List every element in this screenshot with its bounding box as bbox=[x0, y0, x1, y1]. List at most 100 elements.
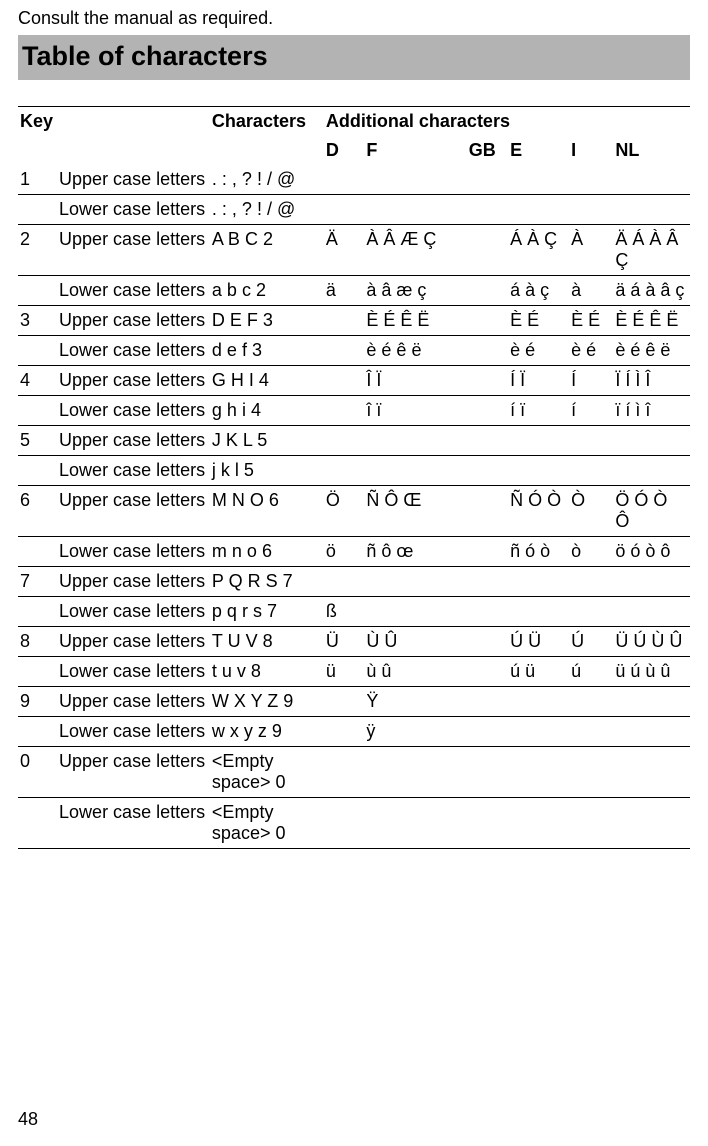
cell-case: Lower case letters bbox=[57, 597, 210, 627]
page-number: 48 bbox=[18, 1109, 38, 1130]
cell-NL: È É Ê Ë bbox=[613, 306, 690, 336]
cell-E bbox=[508, 687, 569, 717]
cell-key bbox=[18, 396, 57, 426]
cell-I bbox=[569, 165, 613, 195]
cell-E: È É bbox=[508, 306, 569, 336]
table-row: 6Upper case lettersM N O 6ÖÑ Ô ŒÑ Ó ÒÒÖ … bbox=[18, 486, 690, 537]
table-row: Lower case letters<Empty space> 0 bbox=[18, 798, 690, 849]
cell-E: ú ü bbox=[508, 657, 569, 687]
cell-chars: <Empty space> 0 bbox=[210, 798, 324, 849]
cell-I bbox=[569, 195, 613, 225]
cell-chars: J K L 5 bbox=[210, 426, 324, 456]
table-row: 9Upper case lettersW X Y Z 9Ÿ bbox=[18, 687, 690, 717]
cell-NL bbox=[613, 456, 690, 486]
cell-GB bbox=[467, 657, 508, 687]
table-row: Lower case letters. : , ? ! / @ bbox=[18, 195, 690, 225]
table-body: 1Upper case letters. : , ? ! / @Lower ca… bbox=[18, 165, 690, 849]
cell-F: ñ ô œ bbox=[364, 537, 466, 567]
col-D-header: D bbox=[324, 136, 365, 165]
cell-case: Lower case letters bbox=[57, 396, 210, 426]
cell-chars: d e f 3 bbox=[210, 336, 324, 366]
cell-D: Ö bbox=[324, 486, 365, 537]
cell-NL bbox=[613, 426, 690, 456]
cell-NL bbox=[613, 567, 690, 597]
cell-key: 0 bbox=[18, 747, 57, 798]
cell-key bbox=[18, 537, 57, 567]
cell-chars: m n o 6 bbox=[210, 537, 324, 567]
cell-D bbox=[324, 195, 365, 225]
cell-F bbox=[364, 798, 466, 849]
cell-D: ü bbox=[324, 657, 365, 687]
cell-I: Ò bbox=[569, 486, 613, 537]
table-row: Lower case lettersg h i 4î ïí ïíï í ì î bbox=[18, 396, 690, 426]
cell-D bbox=[324, 165, 365, 195]
cell-GB bbox=[467, 687, 508, 717]
cell-NL bbox=[613, 747, 690, 798]
cell-F: Ÿ bbox=[364, 687, 466, 717]
cell-I: Ú bbox=[569, 627, 613, 657]
cell-F: ù û bbox=[364, 657, 466, 687]
cell-F: Ñ Ô Œ bbox=[364, 486, 466, 537]
cell-E: ñ ó ò bbox=[508, 537, 569, 567]
cell-I: ò bbox=[569, 537, 613, 567]
cell-key: 5 bbox=[18, 426, 57, 456]
heading-bar: Table of characters bbox=[18, 35, 690, 80]
table-row: 8Upper case lettersT U V 8ÜÙ ÛÚ ÜÚÜ Ú Ù … bbox=[18, 627, 690, 657]
cell-E bbox=[508, 165, 569, 195]
cell-NL: ö ó ò ô bbox=[613, 537, 690, 567]
cell-D: ß bbox=[324, 597, 365, 627]
cell-I: Í bbox=[569, 366, 613, 396]
cell-chars: P Q R S 7 bbox=[210, 567, 324, 597]
cell-GB bbox=[467, 747, 508, 798]
character-table: Key Characters Additional characters D F… bbox=[18, 106, 690, 849]
cell-case: Lower case letters bbox=[57, 195, 210, 225]
col-NL-header: NL bbox=[613, 136, 690, 165]
cell-case: Upper case letters bbox=[57, 747, 210, 798]
cell-I bbox=[569, 717, 613, 747]
cell-GB bbox=[467, 537, 508, 567]
cell-I bbox=[569, 426, 613, 456]
cell-NL bbox=[613, 195, 690, 225]
col-case-header bbox=[57, 107, 210, 137]
cell-E bbox=[508, 426, 569, 456]
cell-key bbox=[18, 798, 57, 849]
cell-NL bbox=[613, 165, 690, 195]
table-row: 7Upper case lettersP Q R S 7 bbox=[18, 567, 690, 597]
cell-GB bbox=[467, 567, 508, 597]
cell-GB bbox=[467, 195, 508, 225]
col-additional-header: Additional characters bbox=[324, 107, 690, 137]
cell-case: Lower case letters bbox=[57, 276, 210, 306]
cell-GB bbox=[467, 798, 508, 849]
cell-I: à bbox=[569, 276, 613, 306]
cell-key: 8 bbox=[18, 627, 57, 657]
cell-I: ú bbox=[569, 657, 613, 687]
cell-D bbox=[324, 336, 365, 366]
col-F-header: F bbox=[364, 136, 466, 165]
cell-NL: ä á à â ç bbox=[613, 276, 690, 306]
cell-case: Lower case letters bbox=[57, 798, 210, 849]
table-row: 2Upper case lettersA B C 2ÄÀ Â Æ ÇÁ À ÇÀ… bbox=[18, 225, 690, 276]
cell-NL bbox=[613, 717, 690, 747]
table-row: Lower case lettersm n o 6öñ ô œñ ó òòö ó… bbox=[18, 537, 690, 567]
cell-E: Ñ Ó Ò bbox=[508, 486, 569, 537]
cell-GB bbox=[467, 225, 508, 276]
cell-key bbox=[18, 276, 57, 306]
cell-F bbox=[364, 567, 466, 597]
cell-I: È É bbox=[569, 306, 613, 336]
cell-E: Ú Ü bbox=[508, 627, 569, 657]
table-row: Lower case letterst u v 8üù ûú üúü ú ù û bbox=[18, 657, 690, 687]
cell-key bbox=[18, 657, 57, 687]
cell-E: Í Ï bbox=[508, 366, 569, 396]
cell-chars: D E F 3 bbox=[210, 306, 324, 336]
cell-E: á à ç bbox=[508, 276, 569, 306]
cell-I bbox=[569, 798, 613, 849]
cell-case: Upper case letters bbox=[57, 687, 210, 717]
cell-case: Upper case letters bbox=[57, 306, 210, 336]
cell-chars: . : , ? ! / @ bbox=[210, 195, 324, 225]
cell-case: Upper case letters bbox=[57, 225, 210, 276]
cell-GB bbox=[467, 165, 508, 195]
page: Consult the manual as required. Table of… bbox=[0, 0, 708, 1146]
cell-F: ÿ bbox=[364, 717, 466, 747]
cell-F bbox=[364, 195, 466, 225]
cell-chars: T U V 8 bbox=[210, 627, 324, 657]
